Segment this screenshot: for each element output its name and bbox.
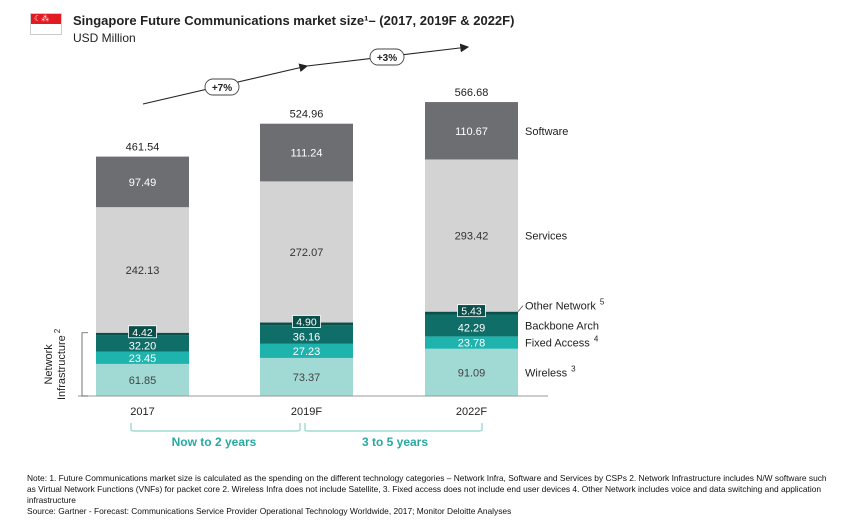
bar-segment-2022F-wireless — [425, 348, 518, 396]
legend-label-software: Software — [525, 126, 568, 138]
y-axis-label: Network — [43, 344, 55, 385]
note-text: Note: 1. Future Communications market si… — [27, 473, 827, 505]
bar-segment-2022F-backbone-arch — [425, 314, 518, 337]
growth-label: +3% — [377, 53, 397, 64]
bar-segment-2019F-software — [260, 123, 353, 182]
legend-label-wireless: Wireless 3 — [525, 364, 576, 379]
value-tag-bg — [128, 325, 157, 339]
singapore-flag-icon: ☾⁂ — [30, 13, 62, 35]
value-label: 42.29 — [458, 322, 486, 334]
y-axis-label-line2: Infrastructure2 — [53, 328, 68, 400]
chart-title: Singapore Future Communications market s… — [73, 13, 515, 28]
category-label: 2019F — [291, 406, 322, 418]
legend-footnote-marker: 3 — [571, 364, 576, 373]
legend-footnote-marker: 4 — [594, 335, 599, 344]
total-label: 566.68 — [455, 87, 489, 99]
value-label: 272.07 — [290, 247, 324, 259]
bar-segment-2022F-services — [425, 159, 518, 312]
value-label: 61.85 — [129, 375, 157, 387]
legend-label-fixed-access: Fixed Access 4 — [525, 335, 599, 350]
bar-segment-2019F-backbone-arch — [260, 325, 353, 344]
bar-segment-2019F-wireless — [260, 357, 353, 396]
network-infra-bracket — [81, 332, 88, 397]
chart-subtitle: USD Million — [73, 31, 136, 45]
value-tag-bg — [457, 304, 486, 318]
bar-segment-2017-software — [96, 156, 189, 208]
value-label: 293.42 — [455, 231, 489, 243]
period-label-2: 3 to 5 years — [362, 435, 428, 449]
legend-label-other-network: Other Network 5 — [525, 298, 605, 313]
bar-segment-2022F-fixed-access — [425, 336, 518, 349]
value-label: 97.49 — [129, 177, 157, 189]
category-label: 2017 — [130, 406, 154, 418]
period-bracket-2 — [304, 423, 483, 432]
value-label: 32.20 — [129, 340, 157, 352]
bar-segment-2019F-fixed-access — [260, 343, 353, 358]
value-label: 23.45 — [129, 353, 157, 365]
other-network-leader-line — [517, 305, 524, 312]
growth-label: +7% — [212, 83, 232, 94]
value-label: 5.43 — [461, 306, 482, 318]
value-label: 110.67 — [455, 126, 488, 138]
source-text: Source: Gartner - Forecast: Communicatio… — [27, 506, 512, 516]
period-label-1: Now to 2 years — [172, 435, 257, 449]
value-label: 242.13 — [126, 265, 160, 277]
value-label: 27.23 — [293, 346, 321, 358]
value-label: 91.09 — [458, 367, 486, 379]
total-label: 524.96 — [290, 109, 324, 121]
bar-segment-2017-backbone-arch — [96, 335, 189, 352]
growth-badge-bg — [369, 48, 405, 66]
legend-footnote-marker: 5 — [600, 298, 605, 307]
legend-label-services: Services — [525, 231, 568, 243]
value-label: 36.16 — [293, 331, 321, 343]
value-label: 23.78 — [458, 338, 486, 350]
legend-label-backbone-arch: Backbone Arch — [525, 320, 599, 332]
bar-segment-2017-fixed-access — [96, 351, 189, 364]
value-label: 111.24 — [290, 148, 322, 160]
bar-segment-2017-wireless — [96, 363, 189, 396]
footnotes: Note: 1. Future Communications market si… — [27, 473, 837, 517]
bar-segment-2017-services — [96, 207, 189, 333]
bar-segment-2019F-services — [260, 181, 353, 323]
bar-segment-2022F-software — [425, 102, 518, 160]
category-label: 2022F — [456, 406, 487, 418]
value-tag-bg — [292, 315, 321, 328]
total-label: 461.54 — [126, 142, 160, 154]
value-label: 4.42 — [132, 327, 153, 339]
value-label: 73.37 — [293, 372, 321, 384]
growth-badge-bg — [204, 78, 240, 96]
value-label: 4.90 — [296, 317, 317, 329]
y-axis-footnote-marker: 2 — [53, 328, 62, 333]
period-bracket-1 — [130, 423, 301, 432]
